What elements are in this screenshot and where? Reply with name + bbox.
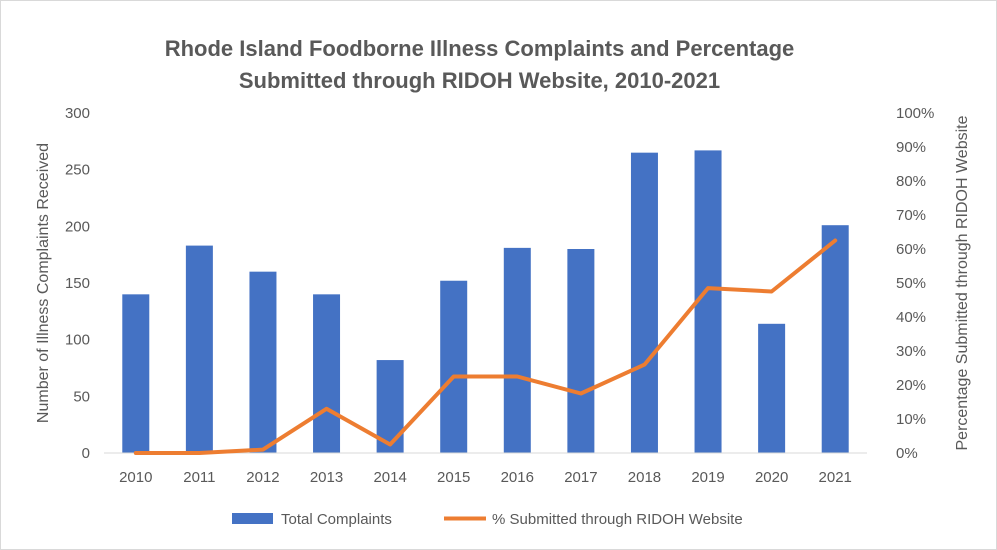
chart-title-line-1: Rhode Island Foodborne Illness Complaint… xyxy=(164,36,795,61)
x-tick-label: 2019 xyxy=(691,469,724,486)
legend-label-bar: Total Complaints xyxy=(281,511,392,528)
x-tick-label: 2020 xyxy=(755,469,788,486)
y-left-tick-label: 100 xyxy=(65,332,90,349)
y-right-tick-label: 70% xyxy=(896,207,926,224)
chart-title: Rhode Island Foodborne Illness Complaint… xyxy=(1,33,958,97)
bar xyxy=(503,247,531,453)
y-right-tick-label: 20% xyxy=(896,377,926,394)
bar xyxy=(313,294,341,453)
y-right-tick-label: 50% xyxy=(896,275,926,292)
y-left-tick-label: 300 xyxy=(65,105,90,122)
bar xyxy=(567,249,595,453)
y-axis-left-label: Number of Illness Complaints Received xyxy=(35,143,52,423)
y-right-tick-label: 0% xyxy=(896,445,918,462)
legend-label-line: % Submitted through RIDOH Website xyxy=(492,511,743,528)
y-right-tick-label: 100% xyxy=(896,105,934,122)
x-tick-label: 2016 xyxy=(501,469,534,486)
y-left-tick-label: 0 xyxy=(82,445,90,462)
y-right-tick-label: 40% xyxy=(896,309,926,326)
bar xyxy=(249,271,277,453)
y-right-tick-label: 60% xyxy=(896,241,926,258)
bar xyxy=(440,280,468,453)
y-left-tick-label: 50 xyxy=(73,388,90,405)
y-right-tick-label: 90% xyxy=(896,139,926,156)
y-axis-right-label: Percentage Submitted through RIDOH Websi… xyxy=(954,115,971,450)
x-tick-label: 2017 xyxy=(564,469,597,486)
x-tick-label: 2011 xyxy=(183,469,215,486)
x-tick-label: 2014 xyxy=(373,469,406,486)
bar xyxy=(185,245,213,453)
bar xyxy=(122,294,150,453)
bar xyxy=(758,323,786,453)
x-tick-label: 2012 xyxy=(246,469,279,486)
x-tick-label: 2010 xyxy=(119,469,152,486)
y-right-tick-label: 30% xyxy=(896,343,926,360)
legend: Total Complaints % Submitted through RID… xyxy=(232,511,743,528)
y-right-tick-label: 80% xyxy=(896,173,926,190)
chart-title-line-2: Submitted through RIDOH Website, 2010-20… xyxy=(238,68,721,93)
legend-swatch-bar xyxy=(232,513,273,524)
x-tick-label: 2021 xyxy=(819,469,852,486)
y-right-tick-label: 10% xyxy=(896,411,926,428)
bar xyxy=(630,152,658,453)
y-left-tick-label: 250 xyxy=(65,162,90,179)
x-tick-label: 2013 xyxy=(310,469,343,486)
x-tick-label: 2018 xyxy=(628,469,661,486)
line-series-percent xyxy=(133,238,838,455)
y-left-tick-label: 200 xyxy=(65,218,90,235)
x-tick-label: 2015 xyxy=(437,469,470,486)
bar xyxy=(821,225,849,453)
y-left-tick-label: 150 xyxy=(65,275,90,292)
